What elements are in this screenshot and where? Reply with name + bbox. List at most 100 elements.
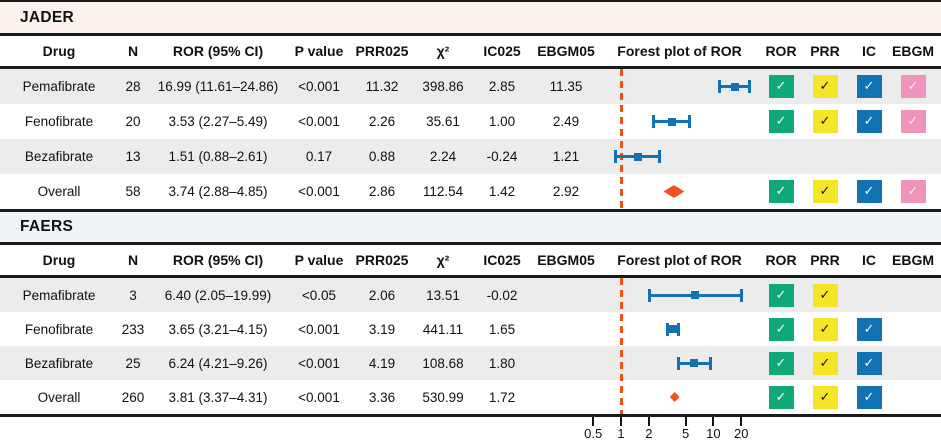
forest-plot-overlay <box>0 380 941 414</box>
cell-ror-ci: 3.65 (3.21–4.15) <box>168 321 268 337</box>
cell-p-value: <0.001 <box>298 355 340 371</box>
cell-prr-check: ✓ <box>803 346 847 380</box>
column-header-prr025: PRR025 <box>355 252 409 268</box>
column-header-row: Drug N ROR (95% CI) P value PRR025 χ² IC025 EBG… <box>0 245 941 278</box>
axis-tick <box>647 417 650 426</box>
column-header-ebgm-check: EBGM <box>892 252 934 268</box>
cell-ic-check: ✓ <box>847 69 891 104</box>
cell-p-value: <0.001 <box>298 114 340 129</box>
table-row: Pemafibrate 3 6.40 (2.05–19.99) <0.05 2.… <box>0 278 941 312</box>
cell-p-value: <0.001 <box>298 184 340 199</box>
cell-ebgm-check: ✓ <box>891 104 935 139</box>
ci-cap-high <box>676 322 680 336</box>
cell-ror-check: ✓ <box>759 346 803 380</box>
ic-check-badge: ✓ <box>856 75 882 98</box>
prr-check-badge: ✓ <box>812 317 838 341</box>
point-estimate-marker <box>667 117 676 126</box>
cell-chi2: 530.99 <box>422 389 464 405</box>
cell-n: 233 <box>121 321 145 337</box>
table-row: Pemafibrate 28 16.99 (11.61–24.86) <0.00… <box>0 69 941 104</box>
table-row: Bezafibrate 13 1.51 (0.88–2.61) 0.17 0.8… <box>0 139 941 174</box>
cell-n: 260 <box>121 389 145 405</box>
ebgm-check-badge: ✓ <box>900 180 926 203</box>
table-row: Overall 58 3.74 (2.88–4.85) <0.001 2.86 … <box>0 174 941 209</box>
ci-cap-high <box>739 288 743 302</box>
axis-tick <box>592 417 595 426</box>
cell-ic025: 1.65 <box>488 321 516 337</box>
cell-drug: Overall <box>37 389 81 405</box>
ci-cap-low <box>652 115 656 128</box>
cell-prr025: 2.06 <box>368 287 396 303</box>
cell-ic025: 1.72 <box>488 389 516 405</box>
axis-tick-label: 1 <box>617 426 625 441</box>
cell-p-value: <0.001 <box>298 389 340 405</box>
cell-ic025: 1.00 <box>488 114 516 129</box>
cell-ebgm05: 2.92 <box>552 184 580 199</box>
column-header-ror-ci: ROR (95% CI) <box>172 252 264 268</box>
ror-check-badge: ✓ <box>768 110 794 133</box>
ror-check-badge: ✓ <box>768 283 794 307</box>
ci-cap-high <box>748 80 752 93</box>
cell-drug: Bezafibrate <box>24 355 94 371</box>
cell-chi2: 35.61 <box>426 114 460 129</box>
section-rows: Pemafibrate 3 6.40 (2.05–19.99) <0.05 2.… <box>0 278 941 417</box>
prr-check-badge: ✓ <box>812 110 838 133</box>
cell-ic025: 1.80 <box>488 355 516 371</box>
column-header-ror-ci: ROR (95% CI) <box>172 43 264 59</box>
cell-prr025: 2.26 <box>368 114 396 129</box>
cell-drug: Bezafibrate <box>24 149 94 164</box>
cell-drug: Fenofibrate <box>24 114 94 129</box>
cell-ror-ci: 3.74 (2.88–4.85) <box>168 184 268 199</box>
axis-tick-label: 10 <box>706 426 721 441</box>
column-header-ic-check: IC <box>862 252 876 268</box>
cell-drug: Pemafibrate <box>22 287 96 303</box>
sections-root: JADER Drug N ROR (95% CI) P value PRR025 χ² IC… <box>0 0 941 417</box>
axis-tick-label: 0.5 <box>584 426 603 441</box>
table-row: Overall 260 3.81 (3.37–4.31) <0.001 3.36… <box>0 380 941 414</box>
cell-n: 25 <box>125 355 141 371</box>
ci-cap-low <box>666 322 670 336</box>
axis-tick <box>684 417 687 426</box>
ci-cap-high <box>687 115 691 128</box>
table-row: Fenofibrate 233 3.65 (3.21–4.15) <0.001 … <box>0 312 941 346</box>
cell-ic-check: ✓ <box>847 380 891 414</box>
column-header-row: Drug N ROR (95% CI) P value PRR025 χ² IC025 EBG… <box>0 36 941 69</box>
cell-ebgm-check: ✓ <box>891 69 935 104</box>
column-header-ic-check: IC <box>862 43 876 59</box>
cell-prr025: 11.32 <box>365 79 399 94</box>
cell-ror-ci: 3.53 (2.27–5.49) <box>168 114 268 129</box>
cell-chi2: 441.11 <box>422 321 464 337</box>
ror-check-badge: ✓ <box>768 385 794 409</box>
axis-tick-label: 2 <box>645 426 653 441</box>
ci-cap-low <box>717 80 721 93</box>
ror-check-badge: ✓ <box>768 351 794 375</box>
cell-prr-check: ✓ <box>803 380 847 414</box>
database-section: JADER Drug N ROR (95% CI) P value PRR025 χ² IC… <box>0 0 941 209</box>
cell-ror-ci: 1.51 (0.88–2.61) <box>168 149 268 164</box>
ci-cap-low <box>648 288 652 302</box>
cell-p-value: 0.17 <box>305 149 333 164</box>
x-axis: 0.5 1 2 5 10 20 <box>0 417 941 442</box>
prr-check-badge: ✓ <box>812 283 838 307</box>
cell-prr-check: ✓ <box>803 174 847 209</box>
forest-plot-overlay <box>0 104 941 139</box>
axis-tick <box>712 417 715 426</box>
column-header-chi2: χ² <box>436 43 450 59</box>
point-estimate-marker <box>691 291 700 299</box>
column-header-p-value: P value <box>294 43 344 59</box>
forest-plot-overlay <box>0 278 941 312</box>
column-header-ebgm05: EBGM05 <box>537 252 595 268</box>
cell-ic-check: ✓ <box>847 346 891 380</box>
forest-plot-overlay <box>0 312 941 346</box>
axis-tick <box>740 417 743 426</box>
forest-plot-overlay <box>0 69 941 104</box>
reference-line-ror-1 <box>619 278 623 414</box>
cell-ic025: -0.02 <box>486 287 518 303</box>
cell-ic025: 1.42 <box>488 184 516 199</box>
cell-chi2: 108.68 <box>422 355 464 371</box>
column-header-forest-plot: Forest plot of ROR <box>617 43 742 59</box>
cell-ic025: -0.24 <box>486 149 518 164</box>
column-header-chi2: χ² <box>436 252 450 268</box>
column-header-ebgm-check: EBGM <box>892 43 934 59</box>
database-section: FAERS Drug N ROR (95% CI) P value PRR025 χ² IC… <box>0 209 941 417</box>
